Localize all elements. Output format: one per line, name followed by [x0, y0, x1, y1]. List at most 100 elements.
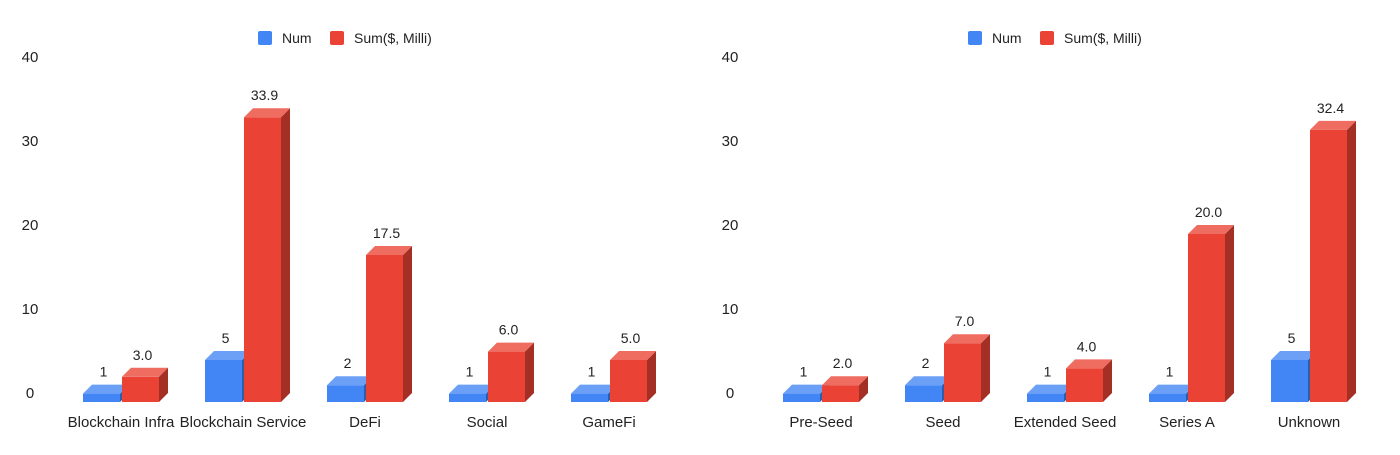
- legend-swatch: [968, 31, 982, 45]
- bar-top: [449, 384, 495, 394]
- data-label: 2: [922, 355, 930, 371]
- data-label: 2.0: [833, 355, 853, 371]
- y-tick-label: 0: [726, 385, 734, 402]
- y-tick-label: 20: [22, 217, 39, 234]
- bar-top: [366, 246, 412, 255]
- bar[interactable]: [122, 367, 168, 402]
- bar-front: [205, 360, 242, 402]
- bar-top: [488, 342, 534, 352]
- y-tick-label: 20: [722, 217, 739, 234]
- bar-top: [1027, 384, 1073, 394]
- bar-front: [1066, 368, 1103, 402]
- bar-front: [1271, 360, 1308, 402]
- y-tick-label: 40: [22, 49, 39, 66]
- x-tick-label: DeFi: [349, 414, 381, 431]
- bar-front: [571, 393, 608, 402]
- data-label: 3.0: [133, 347, 153, 363]
- y-tick-label: 10: [22, 301, 39, 318]
- bar-front: [327, 385, 364, 402]
- bar-front: [944, 343, 981, 402]
- bar[interactable]: [1188, 225, 1234, 402]
- y-axis: 0 10 20 30 40: [722, 49, 739, 402]
- bar-top: [905, 376, 951, 386]
- legend-item[interactable]: Sum($, Milli): [330, 30, 432, 46]
- bar-top: [783, 384, 829, 394]
- data-label: 6.0: [499, 322, 519, 338]
- x-tick-label: Blockchain Service: [180, 414, 307, 431]
- bar-front: [1310, 129, 1347, 402]
- legend: Num Sum($, Milli): [968, 30, 1142, 46]
- bar-top: [571, 384, 617, 394]
- bar-top: [83, 384, 129, 394]
- bar-top: [1310, 120, 1356, 130]
- x-tick-label: Series A: [1159, 414, 1215, 431]
- bar-front: [1149, 393, 1186, 402]
- data-label: 5: [1288, 330, 1296, 346]
- bar[interactable]: [822, 376, 868, 402]
- bar-side: [1225, 225, 1234, 402]
- bar-top: [244, 108, 290, 118]
- x-tick-label: Unknown: [1278, 414, 1341, 431]
- bars: 1 3.0 Blockchain Infra 5 33.9 Blockchain Serv…: [68, 87, 656, 431]
- bar-front: [244, 117, 281, 403]
- legend-swatch: [258, 31, 272, 45]
- bar-front: [83, 393, 120, 402]
- bar-side: [281, 108, 290, 403]
- category-group: 2 17.5 DeFi: [327, 225, 412, 431]
- category-group: 5 32.4 Unknown: [1271, 100, 1356, 431]
- bar[interactable]: [366, 246, 412, 402]
- bar-side: [403, 246, 412, 402]
- funding-by-category-chart: Num Sum($, Milli) 0 10 20 30 40 1 3.0 Blockchain …: [22, 30, 656, 431]
- legend-item[interactable]: Sum($, Milli): [1040, 30, 1142, 46]
- y-tick-label: 0: [26, 385, 34, 402]
- bar[interactable]: [610, 351, 656, 402]
- y-tick-label: 30: [722, 133, 739, 150]
- bar-side: [981, 334, 990, 402]
- category-group: 1 4.0 Extended Seed: [1014, 338, 1117, 431]
- bar-front: [366, 255, 403, 402]
- bar-front: [488, 351, 525, 402]
- y-tick-label: 10: [722, 301, 739, 318]
- bar[interactable]: [1310, 120, 1356, 402]
- bar-top: [205, 351, 251, 360]
- legend-item[interactable]: Num: [968, 30, 1022, 46]
- bar-top: [822, 376, 868, 386]
- x-tick-label: Blockchain Infra: [68, 414, 175, 431]
- category-group: 1 6.0 Social: [449, 322, 534, 431]
- bar[interactable]: [488, 342, 534, 402]
- funding-by-round-chart: Num Sum($, Milli) 0 10 20 30 40 1 2.0 Pre-Seed 2 7.…: [722, 30, 1356, 431]
- category-group: 1 5.0 GameFi: [571, 330, 656, 431]
- y-tick-label: 30: [22, 133, 39, 150]
- bar-side: [1347, 120, 1356, 402]
- bar-side: [159, 367, 168, 402]
- bar-top: [1188, 225, 1234, 234]
- x-tick-label: Seed: [925, 414, 960, 431]
- legend-item[interactable]: Num: [258, 30, 312, 46]
- legend-label: Num: [282, 30, 312, 46]
- bar-front: [905, 385, 942, 402]
- category-group: 5 33.9 Blockchain Service: [180, 87, 307, 431]
- data-label: 1: [466, 364, 474, 380]
- data-label: 20.0: [1195, 204, 1222, 220]
- x-tick-label: GameFi: [582, 414, 635, 431]
- data-label: 4.0: [1077, 338, 1097, 354]
- category-group: 1 3.0 Blockchain Infra: [68, 347, 175, 431]
- bar[interactable]: [244, 108, 290, 403]
- legend-label: Sum($, Milli): [1064, 30, 1142, 46]
- category-group: 1 20.0 Series A: [1149, 204, 1234, 431]
- data-label: 2: [344, 355, 352, 371]
- x-tick-label: Social: [467, 414, 508, 431]
- data-label: 1: [588, 364, 596, 380]
- data-label: 33.9: [251, 87, 278, 103]
- legend-label: Sum($, Milli): [354, 30, 432, 46]
- y-axis: 0 10 20 30 40: [22, 49, 39, 402]
- data-label: 5: [222, 330, 230, 346]
- bar[interactable]: [944, 334, 990, 402]
- bar-side: [525, 342, 534, 402]
- bar-front: [1188, 234, 1225, 402]
- bars: 1 2.0 Pre-Seed 2 7.0 Seed 1 4.0 Extended Seed 1 20…: [783, 100, 1356, 431]
- bar-side: [1103, 359, 1112, 402]
- legend: Num Sum($, Milli): [258, 30, 432, 46]
- bar[interactable]: [1066, 359, 1112, 402]
